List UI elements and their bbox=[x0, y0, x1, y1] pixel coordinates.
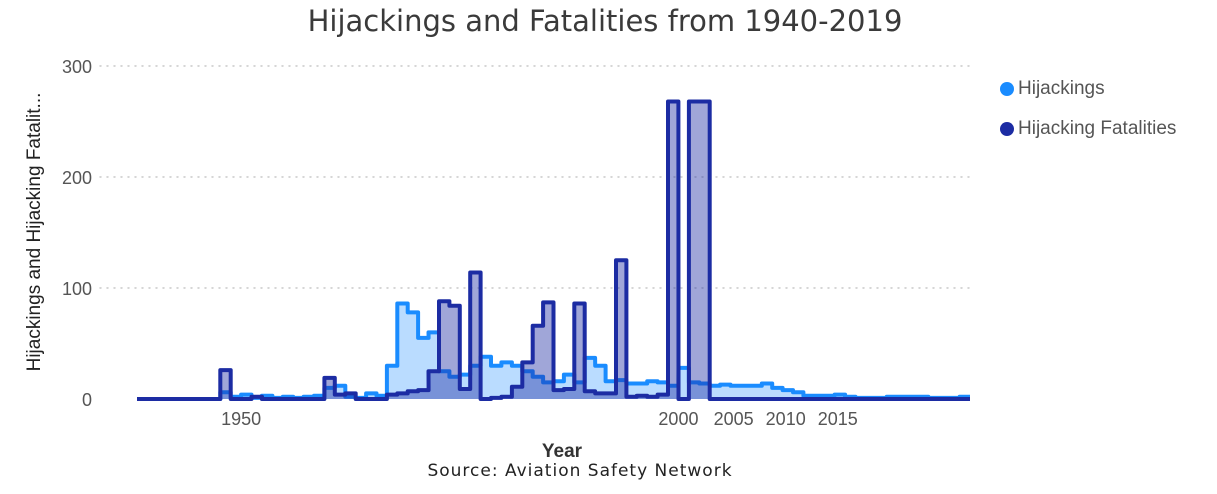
y-axis-label: Hijackings and Hijacking Fatalit... bbox=[24, 93, 45, 372]
chart-title: Hijackings and Fatalities from 1940-2019 bbox=[307, 4, 903, 38]
y-tick-label: 300 bbox=[62, 57, 92, 77]
y-tick-label: 100 bbox=[62, 279, 92, 299]
series-layer bbox=[137, 99, 970, 401]
x-axis-label: Year bbox=[542, 441, 583, 462]
gridlines bbox=[99, 65, 971, 289]
y-tick-label: 0 bbox=[82, 390, 92, 410]
legend-label-fatalities: Hijacking Fatalities bbox=[1018, 118, 1177, 139]
y-tick-label: 200 bbox=[62, 168, 92, 188]
legend-item-hijackings[interactable]: Hijackings bbox=[1000, 76, 1176, 102]
x-tick-label: 2015 bbox=[818, 409, 858, 429]
x-tick-label: 2010 bbox=[766, 409, 806, 429]
x-tick-label: 2000 bbox=[658, 409, 698, 429]
legend-label-hijackings: Hijackings bbox=[1018, 78, 1105, 99]
x-tick-label: 2005 bbox=[714, 409, 754, 429]
legend-item-fatalities[interactable]: Hijacking Fatalities bbox=[1000, 116, 1176, 142]
legend-dot-hijackings bbox=[1000, 82, 1014, 96]
source-note: Source: Aviation Safety Network bbox=[427, 461, 733, 481]
legend-dot-fatalities bbox=[1000, 122, 1014, 136]
x-tick-label: 1950 bbox=[221, 409, 261, 429]
legend: Hijackings Hijacking Fatalities bbox=[1000, 76, 1176, 156]
series-line-fatalities bbox=[137, 99, 970, 401]
axes: 0 100 200 300 1950 2000 2005 2010 2015 bbox=[62, 57, 858, 429]
